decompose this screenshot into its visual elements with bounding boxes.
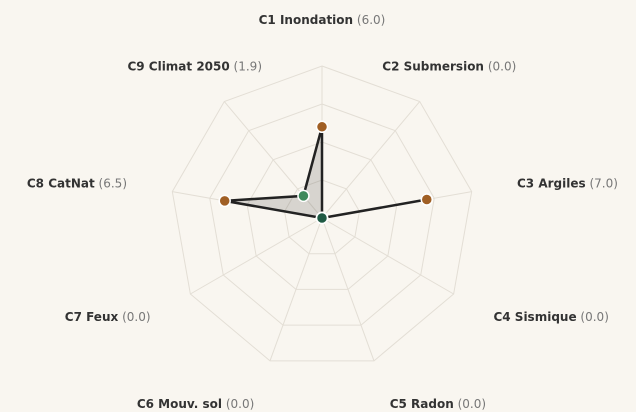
value-label: (0.0) [226, 397, 254, 411]
category-name: C8 CatNat [27, 176, 95, 190]
axis-label: C8 CatNat (6.5) [27, 176, 127, 190]
value-label: (0.0) [458, 397, 486, 411]
category-name: C2 Submersion [382, 59, 484, 73]
axis-label: C4 Sismique (0.0) [493, 310, 608, 324]
value-label: (0.0) [488, 59, 516, 73]
value-label: (6.5) [99, 176, 127, 190]
axis-label: C2 Submersion (0.0) [382, 59, 516, 73]
spoke [321, 217, 375, 362]
axis-label: C3 Argiles (7.0) [517, 176, 618, 190]
category-name: C3 Argiles [517, 176, 586, 190]
axis-label: C1 Inondation (6.0) [259, 13, 386, 27]
data-area [224, 126, 428, 220]
spoke [321, 101, 421, 219]
axis-label: C6 Mouv. sol (0.0) [137, 397, 254, 411]
axis-label: C5 Radon (0.0) [390, 397, 486, 411]
category-name: C5 Radon [390, 397, 454, 411]
value-label: (1.9) [234, 59, 262, 73]
spoke [321, 217, 454, 295]
axis-label: C9 Climat 2050 (1.9) [127, 59, 262, 73]
spoke [190, 217, 323, 295]
axis-label: C7 Feux (0.0) [65, 310, 151, 324]
value-label: (0.0) [580, 310, 608, 324]
grid-ring [171, 65, 473, 362]
grid-ring [246, 141, 398, 290]
grid-ring [209, 103, 435, 326]
data-point [218, 194, 231, 208]
category-name: C9 Climat 2050 [127, 59, 229, 73]
data-point [315, 211, 329, 225]
grid-ring [284, 179, 360, 255]
category-name: C6 Mouv. sol [137, 397, 222, 411]
category-name: C7 Feux [65, 310, 119, 324]
value-label: (6.0) [357, 13, 385, 27]
category-name: C4 Sismique [493, 310, 576, 324]
data-point [315, 120, 329, 134]
value-label: (7.0) [589, 176, 617, 190]
data-point [297, 189, 310, 203]
category-name: C1 Inondation [259, 13, 353, 27]
data-point [420, 193, 434, 206]
value-label: (0.0) [122, 310, 150, 324]
spoke [269, 217, 323, 362]
